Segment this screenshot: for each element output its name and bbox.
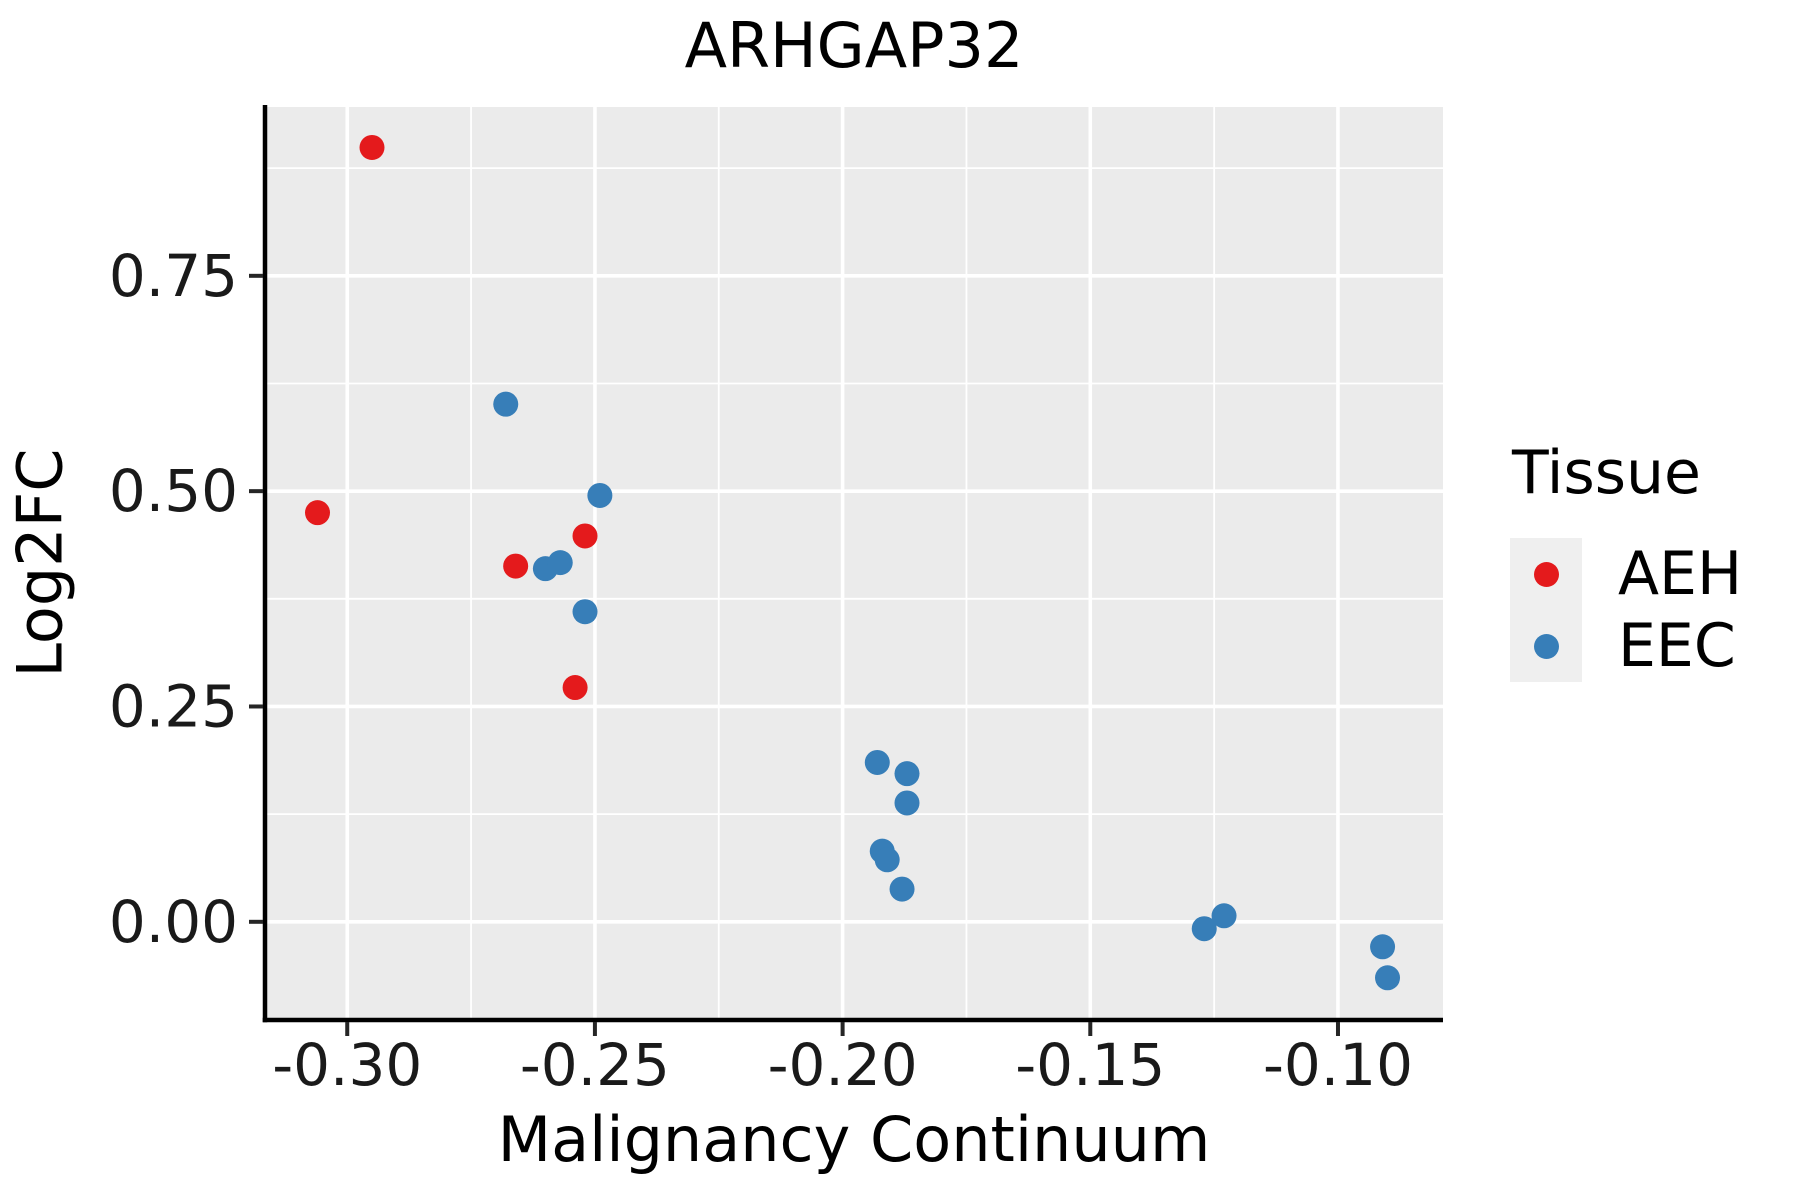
y-tick-label: 0.75	[109, 242, 238, 310]
legend-entry-eec: EEC	[1510, 610, 1742, 682]
y-tick-label: 0.00	[109, 888, 238, 956]
data-point-aeh	[359, 134, 385, 160]
data-point-eec	[889, 876, 915, 902]
plot-panel	[265, 107, 1443, 1020]
legend-label-aeh: AEH	[1618, 539, 1743, 609]
data-point-aeh	[572, 523, 598, 549]
data-point-eec	[572, 599, 598, 625]
legend-key-aeh	[1510, 538, 1582, 610]
legend-dot-aeh-icon	[1533, 561, 1559, 587]
x-tick-label: -0.25	[520, 1031, 670, 1099]
data-point-eec	[894, 790, 920, 816]
x-tick-label: -0.30	[272, 1031, 422, 1099]
data-point-eec	[864, 749, 890, 775]
data-point-eec	[1211, 903, 1237, 929]
data-point-eec	[1370, 934, 1396, 960]
legend-entry-aeh: AEH	[1510, 538, 1742, 610]
data-point-eec	[874, 847, 900, 873]
data-point-aeh	[503, 553, 529, 579]
plot-title: ARHGAP32	[684, 9, 1024, 82]
legend-title: Tissue	[1512, 438, 1701, 508]
data-point-eec	[894, 761, 920, 787]
data-point-eec	[1375, 965, 1401, 991]
x-tick-label: -0.10	[1263, 1031, 1413, 1099]
y-axis-title: Log2FC	[3, 448, 77, 678]
legend-dot-eec-icon	[1533, 633, 1559, 659]
legend-key-eec	[1510, 610, 1582, 682]
data-point-eec	[547, 550, 573, 576]
legend: Tissue AEH EEC	[1510, 440, 1742, 682]
legend-label-eec: EEC	[1618, 611, 1736, 681]
data-point-eec	[587, 482, 613, 508]
y-tick-label: 0.25	[109, 672, 238, 740]
x-axis-title: Malignancy Continuum	[497, 1103, 1211, 1176]
data-point-aeh	[305, 500, 331, 526]
y-tick-label: 0.50	[109, 457, 238, 525]
x-tick-label: -0.15	[1015, 1031, 1165, 1099]
data-point-eec	[493, 391, 519, 417]
x-tick-label: -0.20	[768, 1031, 918, 1099]
data-point-eec	[1191, 916, 1217, 942]
data-point-aeh	[562, 675, 588, 701]
